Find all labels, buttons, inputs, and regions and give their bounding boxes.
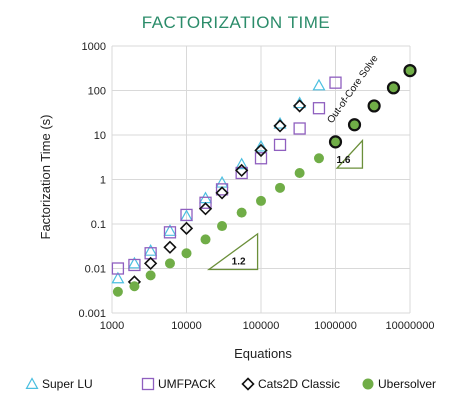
umfpack-point (273, 138, 287, 152)
super-lu-point (127, 256, 141, 269)
super-lu-point (293, 96, 307, 109)
legend-marker-cats2d-classic (241, 377, 255, 391)
cats2d-classic-point (163, 240, 177, 254)
super-lu-point (215, 175, 229, 188)
legend-label-cats2d-classic: Cats2D Classic (258, 377, 340, 391)
out-of-core-point (347, 118, 362, 132)
ubersolver-point (112, 286, 123, 297)
umfpack-point (180, 208, 193, 222)
super-lu-point (312, 78, 326, 91)
ubersolver-point (275, 182, 286, 193)
cats2d-classic-point (292, 99, 307, 113)
slope-triangle (206, 232, 259, 271)
umfpack-point (235, 166, 248, 180)
cats2d-classic-point (215, 186, 229, 200)
out-of-core-point (386, 81, 401, 95)
umfpack-point (329, 76, 342, 89)
legend-label-super-lu: Super LU (42, 377, 93, 391)
ubersolver-point (294, 167, 305, 178)
out-of-core-point (367, 99, 381, 113)
cats2d-classic-point (254, 143, 268, 158)
umfpack-point (199, 196, 212, 209)
x-tick-label: 1000 (100, 320, 124, 332)
ubersolver-point (129, 281, 140, 292)
y-tick-label: 0.001 (78, 308, 106, 320)
y-tick-label: 100 (88, 86, 106, 98)
cats2d-classic-point (198, 202, 213, 216)
out-of-core-point (403, 64, 417, 78)
cats2d-classic-point (143, 256, 158, 271)
x-tick-label: 10000000 (386, 320, 435, 332)
umfpack-point (293, 122, 306, 135)
chart-title: FACTORIZATION TIME (142, 13, 330, 32)
ubersolver-point (200, 234, 211, 245)
umfpack-point (254, 152, 268, 165)
y-tick-label: 0.01 (85, 264, 106, 276)
legend-label-ubersolver: Ubersolver (378, 377, 436, 391)
umfpack-point (163, 226, 177, 239)
legend-marker-ubersolver (362, 378, 374, 390)
data-points (111, 64, 417, 297)
y-axis-label: Factorization Time (s) (38, 115, 53, 240)
cats2d-classic-point (179, 221, 194, 235)
umfpack-point (111, 262, 125, 275)
super-lu-point (254, 139, 268, 152)
ubersolver-point (256, 195, 266, 206)
x-tick-label: 100000 (243, 320, 280, 332)
ubersolver-point (313, 153, 324, 164)
grid (111, 45, 411, 314)
y-tick-label: 10 (94, 130, 106, 142)
annotations: Out-of-Core Solve 1.2 1.6 (206, 53, 381, 271)
ubersolver-point (217, 221, 228, 232)
slope-label: 1.6 (337, 155, 351, 166)
umfpack-point (128, 258, 141, 272)
y-tick-label: 1 (100, 175, 106, 187)
legend-marker-super-lu (25, 377, 39, 389)
y-tick-label: 0.1 (91, 219, 106, 231)
legend: Super LU UMFPACK Cats2D Classic Ubersolver (25, 377, 436, 391)
super-lu-point (144, 244, 158, 256)
out-of-core-point (328, 135, 343, 149)
slope-triangle (335, 138, 364, 169)
y-tick-label: 1000 (82, 41, 106, 53)
x-axis-label: Equations (234, 346, 292, 361)
legend-marker-umfpack (141, 377, 155, 391)
super-lu-point (163, 224, 177, 236)
ubersolver-point (164, 258, 175, 269)
cats2d-classic-point (273, 119, 287, 133)
tick-labels: 1000 10000 100000 1000000 10000000 0.001 0.01 0… (78, 41, 434, 332)
ubersolver-point (181, 248, 192, 259)
super-lu-point (111, 271, 125, 284)
umfpack-point (215, 183, 229, 196)
umfpack-point (312, 102, 326, 115)
super-lu-point (235, 157, 249, 170)
x-tick-label: 10000 (171, 320, 202, 332)
ubersolver-point (145, 270, 156, 281)
legend-label-umfpack: UMFPACK (158, 377, 216, 391)
out-of-core-label: Out-of-Core Solve (325, 53, 380, 126)
cats2d-classic-point (235, 163, 249, 178)
ubersolver-point (236, 207, 247, 218)
slope-label: 1.2 (232, 256, 246, 267)
x-tick-label: 1000000 (314, 320, 357, 332)
